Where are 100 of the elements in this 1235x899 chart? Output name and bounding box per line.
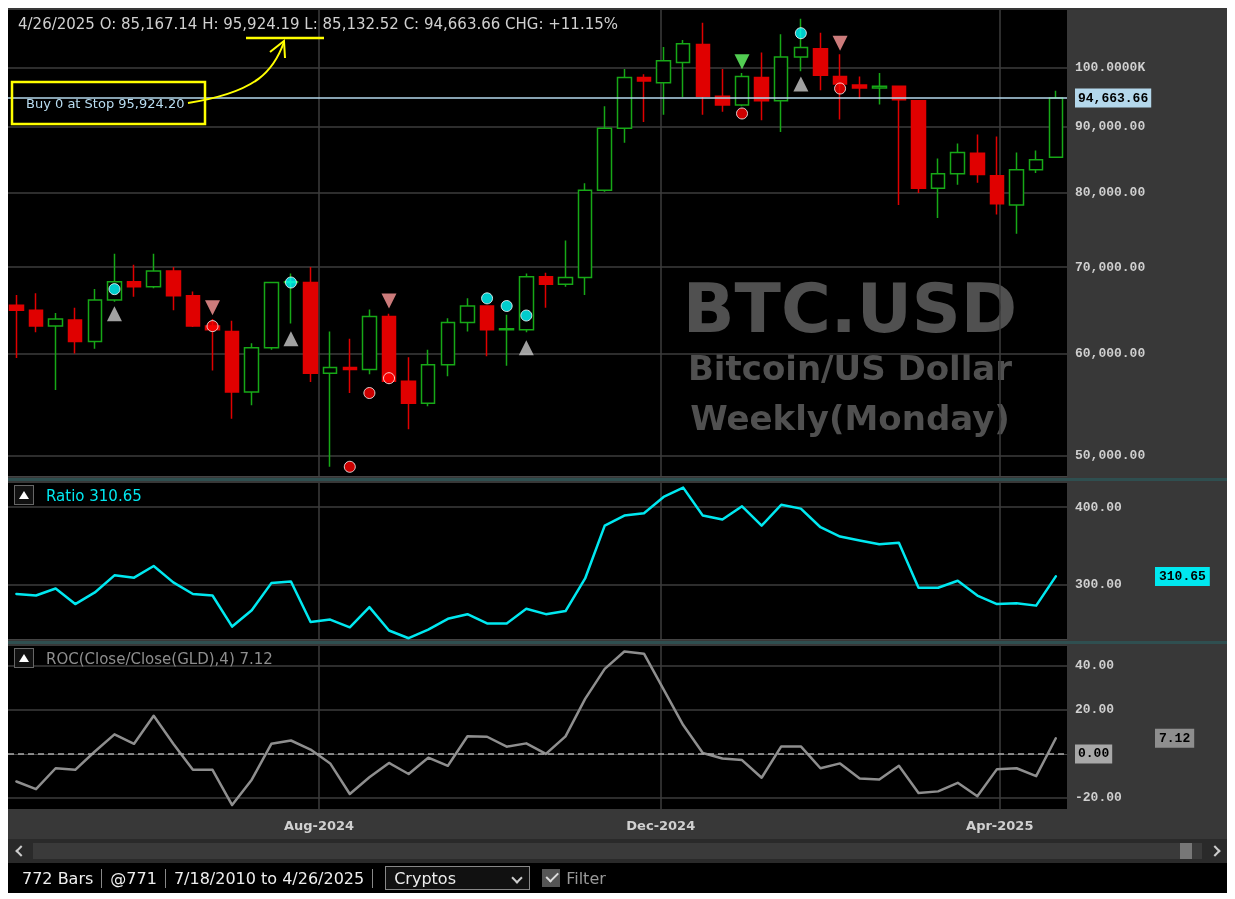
point: [284, 276, 297, 289]
chart-title: Ratio 310.65: [46, 487, 142, 505]
text: Cryptos: [394, 868, 456, 888]
candlestick: [851, 75, 868, 100]
point: [518, 340, 534, 356]
text: 772 Bars: [14, 868, 103, 888]
candlestick: [793, 17, 809, 73]
candlestick: [596, 105, 613, 193]
point: [383, 372, 396, 385]
candlestick: [753, 51, 770, 121]
candlestick: [145, 252, 162, 290]
candlestick: [538, 271, 554, 309]
text: Bitcoin/US Dollar: [687, 348, 1013, 388]
candlestick: [910, 99, 927, 194]
candlestick: [185, 290, 201, 328]
y-tick-label: 300.00: [1075, 577, 1123, 593]
y-tick-label: 70,000.00: [1075, 259, 1146, 275]
point: [106, 306, 122, 322]
candlestick: [949, 142, 966, 186]
point: [343, 460, 356, 473]
point: [283, 331, 299, 347]
y-tick-label: 400.00: [1075, 499, 1123, 515]
candlestick: [479, 304, 495, 357]
line-series: [15, 486, 1058, 640]
text: 7/18/2010 to 4/26/2025: [165, 868, 374, 888]
text: @771: [102, 868, 166, 888]
text: BTC.USD: [682, 268, 1018, 348]
candlestick: [832, 53, 848, 121]
text: 310.65: [1159, 568, 1207, 584]
candlestick: [1028, 149, 1044, 174]
candlestick: [342, 337, 358, 394]
candlestick: [440, 317, 456, 378]
candlestick: [498, 313, 515, 367]
point: [734, 54, 750, 70]
text: 7.12: [1159, 730, 1191, 746]
candlestick: [126, 263, 142, 298]
y-tick-label: 20.00: [1075, 702, 1115, 718]
point: [736, 107, 749, 120]
candlestick: [734, 72, 750, 107]
candlestick: [302, 266, 319, 383]
annotation: Buy 0 at Stop 95,924.20: [26, 95, 185, 111]
point: [108, 283, 121, 296]
point: [793, 76, 809, 92]
point: [794, 27, 807, 40]
x-tick-label: Apr-2025: [966, 818, 1034, 833]
candlestick: [812, 31, 829, 92]
candlestick: [930, 157, 946, 219]
candlestick: [695, 22, 711, 116]
point: [206, 320, 219, 333]
candlestick: [420, 348, 436, 407]
annotation: 4/26/2025 O: 85,167.14 H: 95,924.19 L: 85,132.52 C: 94,663.66 CHG: +11.15%: [18, 15, 619, 33]
y-tick-label: 80,000.00: [1075, 184, 1146, 200]
y-tick-label: 90,000.00: [1075, 118, 1146, 134]
y-tick-label: 40.00: [1075, 658, 1115, 674]
candlestick: [459, 297, 476, 333]
candlestick: [969, 133, 986, 184]
y-tick-label: 60,000.00: [1075, 345, 1146, 361]
y-tick-label: 50,000.00: [1075, 447, 1146, 463]
candlestick: [891, 84, 907, 206]
candlestick: [361, 308, 378, 376]
candlestick: [1008, 151, 1025, 235]
point: [500, 300, 513, 313]
candlestick: [557, 239, 574, 288]
candlestick: [773, 33, 789, 133]
point: [832, 35, 848, 51]
candlestick: [636, 73, 652, 123]
candlestick: [616, 68, 633, 144]
candlestick: [322, 330, 338, 468]
candlestick: [28, 292, 44, 334]
candlestick: [87, 288, 103, 350]
text: Filter: [566, 868, 606, 888]
point: [381, 293, 397, 309]
candlestick: [263, 280, 280, 351]
ref-line-label: 94,663.66: [1078, 90, 1149, 106]
candlestick: [243, 342, 260, 406]
point: [481, 292, 494, 305]
y-tick-label: -20.00: [1075, 790, 1123, 806]
candlestick: [655, 46, 672, 116]
line-series: [15, 650, 1058, 807]
candlestick: [989, 135, 1005, 216]
x-tick-label: Aug-2024: [283, 818, 355, 833]
candlestick: [871, 72, 888, 106]
candlestick: [1048, 89, 1064, 159]
point: [834, 82, 847, 95]
candlestick: [577, 182, 593, 296]
chart-title: ROC(Close/Close(GLD),4) 7.12: [46, 650, 273, 668]
point: [520, 309, 533, 322]
x-tick-label: Dec-2024: [626, 818, 696, 833]
candlestick: [47, 312, 64, 391]
point: [205, 300, 221, 316]
candlestick: [67, 306, 83, 355]
candlestick: [675, 39, 691, 99]
candlestick: [224, 320, 240, 420]
candlestick: [165, 266, 182, 312]
candlestick: [8, 294, 25, 359]
annotation: Weekly(Monday): [690, 398, 1010, 438]
candlestick: [400, 356, 417, 430]
point: [363, 387, 376, 400]
ref-line-label: 0.00: [1078, 746, 1110, 762]
y-tick-label: 100.0000K: [1075, 59, 1146, 75]
